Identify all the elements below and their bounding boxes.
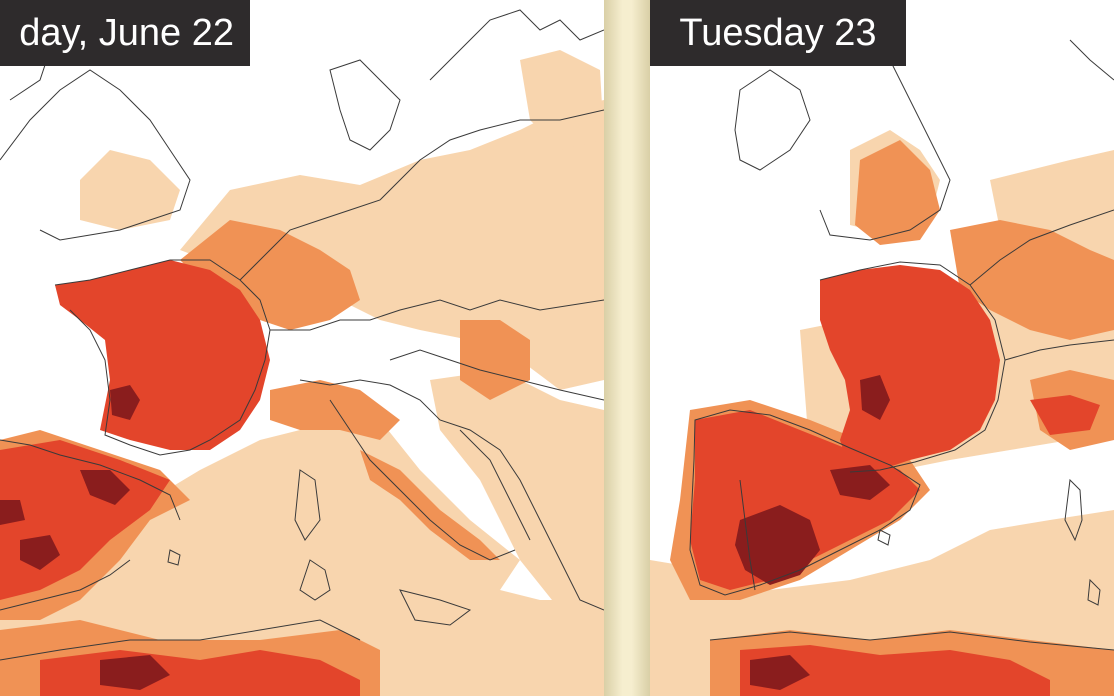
heat-map-june-22 <box>0 9 604 696</box>
date-label-right: Tuesday 23 <box>650 0 906 66</box>
map-panel-june-22 <box>0 0 604 696</box>
date-label-right-text: Tuesday 23 <box>679 12 877 54</box>
country-borders <box>0 9 604 661</box>
extreme-heat-zones <box>735 375 890 690</box>
map-panel-tuesday-23 <box>650 0 1114 696</box>
country-borders <box>689 39 1114 651</box>
date-label-left: day, June 22 <box>0 0 250 66</box>
extreme-heat-zones <box>0 385 170 690</box>
light-heat-zones <box>0 50 604 696</box>
heat-map-tuesday-23 <box>650 0 1114 696</box>
panel-divider <box>604 0 650 696</box>
date-label-left-text: day, June 22 <box>19 12 234 54</box>
